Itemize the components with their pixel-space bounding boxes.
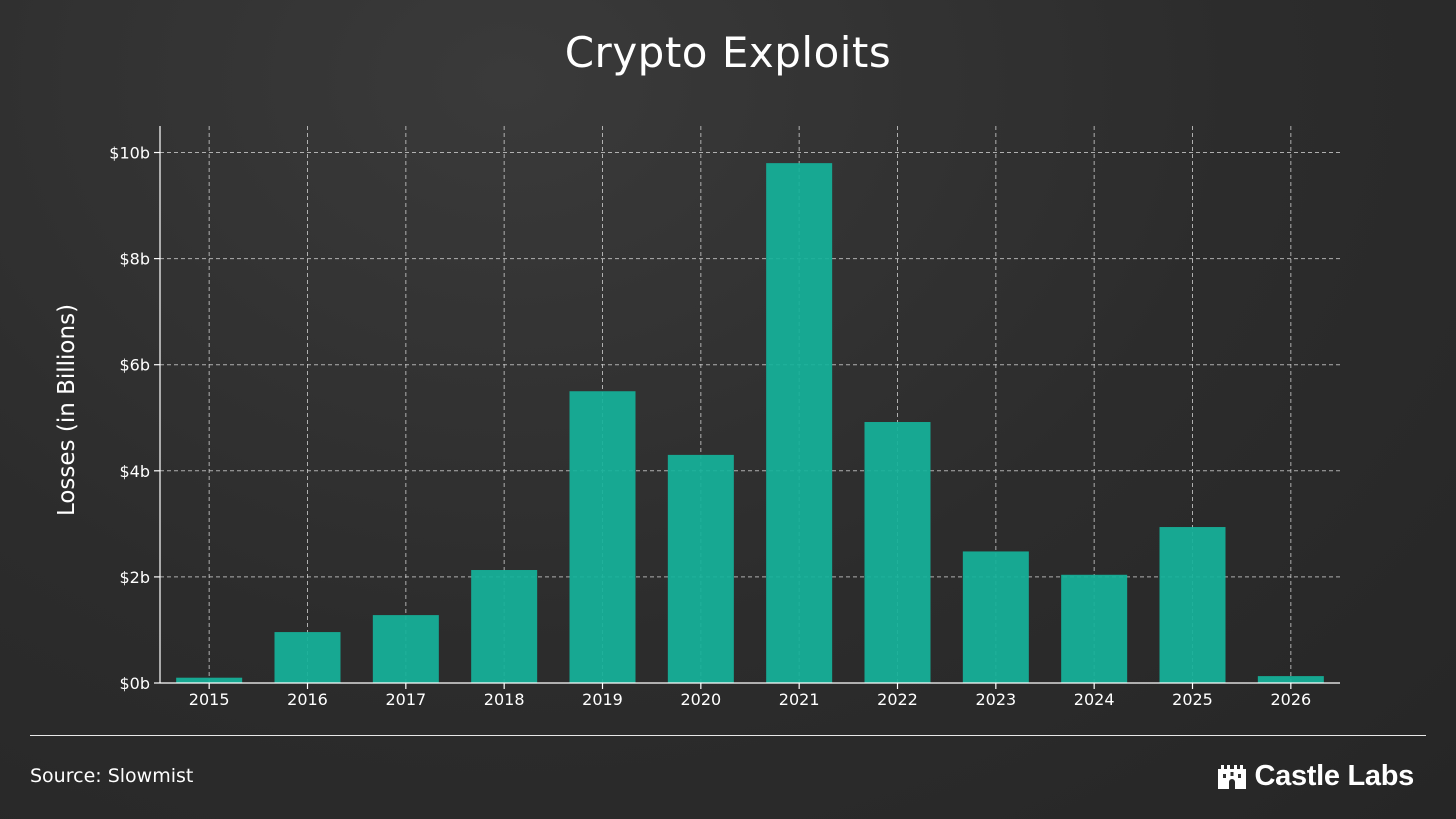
x-tick-label: 2016: [287, 690, 328, 709]
bar-2025: [1159, 527, 1226, 683]
y-tick-label: $10b: [109, 144, 150, 163]
x-tick-label: 2021: [779, 690, 820, 709]
bar-2022: [864, 422, 931, 683]
source-note: Source: Slowmist: [30, 765, 194, 787]
bar-2019: [569, 391, 636, 683]
axes: [154, 126, 1340, 689]
x-tick-label: 2023: [975, 690, 1016, 709]
y-tick-label: $6b: [119, 356, 150, 375]
bar-2016: [274, 632, 341, 683]
y-tick-label: $8b: [119, 250, 150, 269]
x-tick-label: 2022: [877, 690, 918, 709]
chart-title: Crypto Exploits: [564, 28, 892, 77]
bar-2020: [667, 454, 734, 683]
y-tick-label: $0b: [119, 674, 150, 693]
bar-2023: [962, 551, 1029, 683]
bar-2021: [766, 163, 833, 684]
castle-icon: [1217, 765, 1246, 789]
y-tick-label: $2b: [119, 568, 150, 587]
footer-divider: [30, 735, 1426, 736]
bar-2015: [176, 677, 243, 683]
bars: [176, 163, 1324, 684]
bar-2017: [372, 615, 439, 683]
bar-chart: $0b $2b $4b $6b $8b $10b 2015 2016 2017 2018 2019 2…: [54, 126, 1340, 709]
bar-2018: [471, 570, 538, 683]
bar-2026: [1257, 676, 1324, 683]
x-tick-label: 2019: [582, 690, 623, 709]
y-axis-label: Losses (in Billions): [54, 304, 80, 516]
brand-name: Castle Labs: [1254, 759, 1415, 792]
bar-2024: [1061, 574, 1128, 683]
x-tick-label: 2020: [680, 690, 721, 709]
y-tick-label: $4b: [119, 462, 150, 481]
brand-logo: Castle Labs: [1217, 758, 1415, 794]
x-tick-label: 2026: [1270, 690, 1311, 709]
x-tick-label: 2024: [1074, 690, 1115, 709]
x-tick-label: 2015: [189, 690, 230, 709]
tick-labels: $0b $2b $4b $6b $8b $10b 2015 2016 2017 2018 2019 2…: [109, 144, 1311, 709]
x-tick-label: 2018: [484, 690, 525, 709]
x-tick-label: 2025: [1172, 690, 1213, 709]
x-tick-label: 2017: [385, 690, 426, 709]
